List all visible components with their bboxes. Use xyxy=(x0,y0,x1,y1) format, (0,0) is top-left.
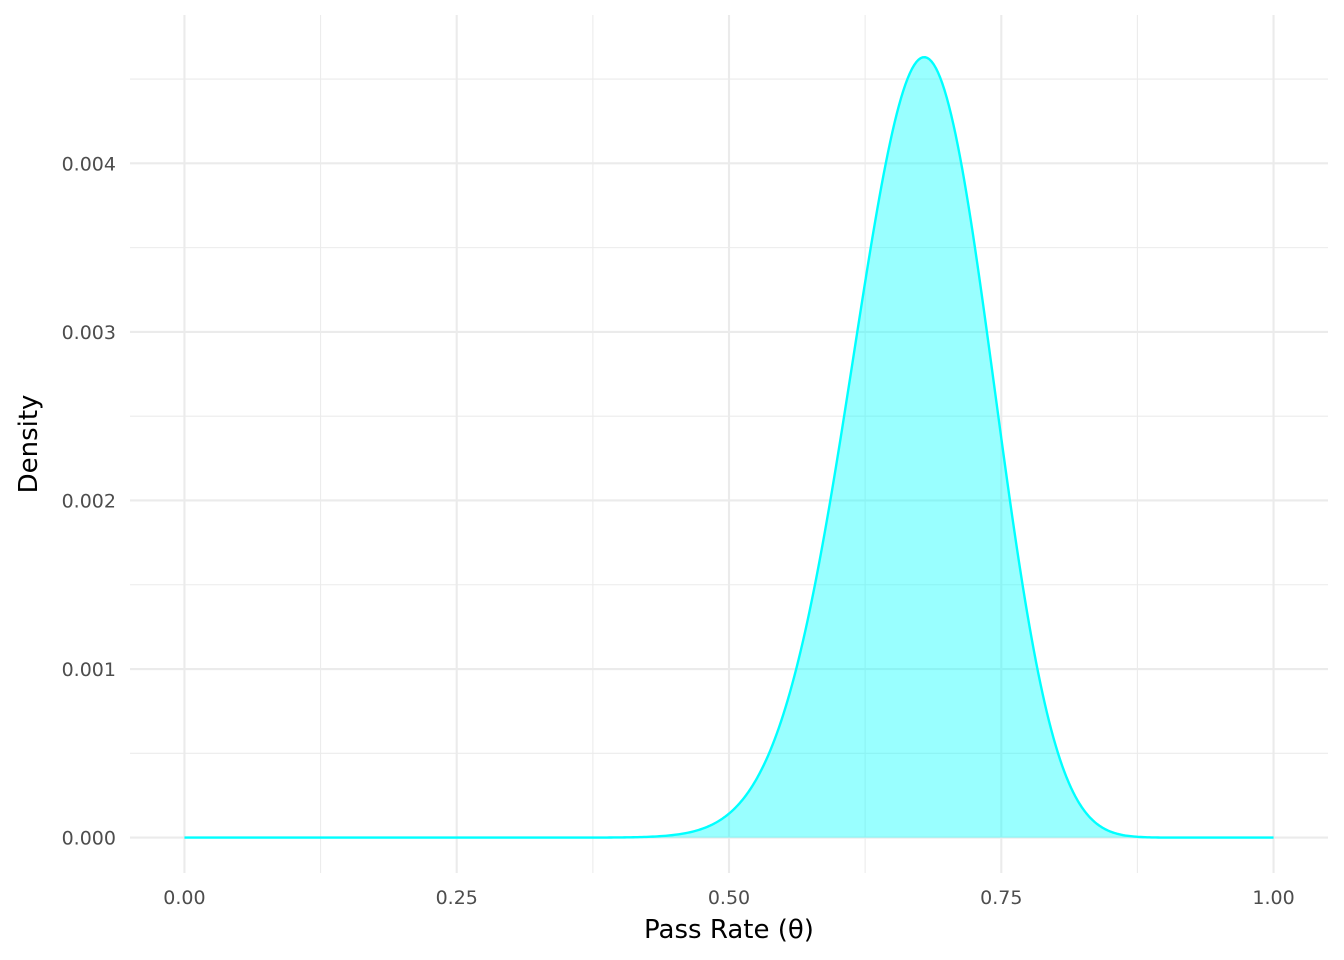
x-tick-label: 0.00 xyxy=(163,887,205,909)
density-line xyxy=(184,56,1274,839)
x-tick-label: 0.75 xyxy=(980,887,1022,909)
y-tick-label: 0.004 xyxy=(62,153,116,175)
density-area xyxy=(184,57,1274,838)
y-axis-ticks: 0.000 0.001 0.002 0.003 0.004 xyxy=(62,153,116,849)
x-axis-ticks: 0.00 0.25 0.50 0.75 1.00 xyxy=(163,887,1294,909)
major-gridlines xyxy=(130,15,1328,873)
y-axis-title: Density xyxy=(14,395,44,494)
x-tick-label: 0.25 xyxy=(436,887,478,909)
density-series xyxy=(184,56,1274,839)
y-tick-label: 0.001 xyxy=(62,659,116,681)
y-tick-label: 0.000 xyxy=(62,828,116,850)
y-tick-label: 0.002 xyxy=(62,490,116,512)
y-tick-label: 0.003 xyxy=(62,322,116,344)
x-axis-title: Pass Rate (θ) xyxy=(644,915,814,945)
x-tick-label: 0.50 xyxy=(708,887,750,909)
x-tick-label: 1.00 xyxy=(1252,887,1294,909)
